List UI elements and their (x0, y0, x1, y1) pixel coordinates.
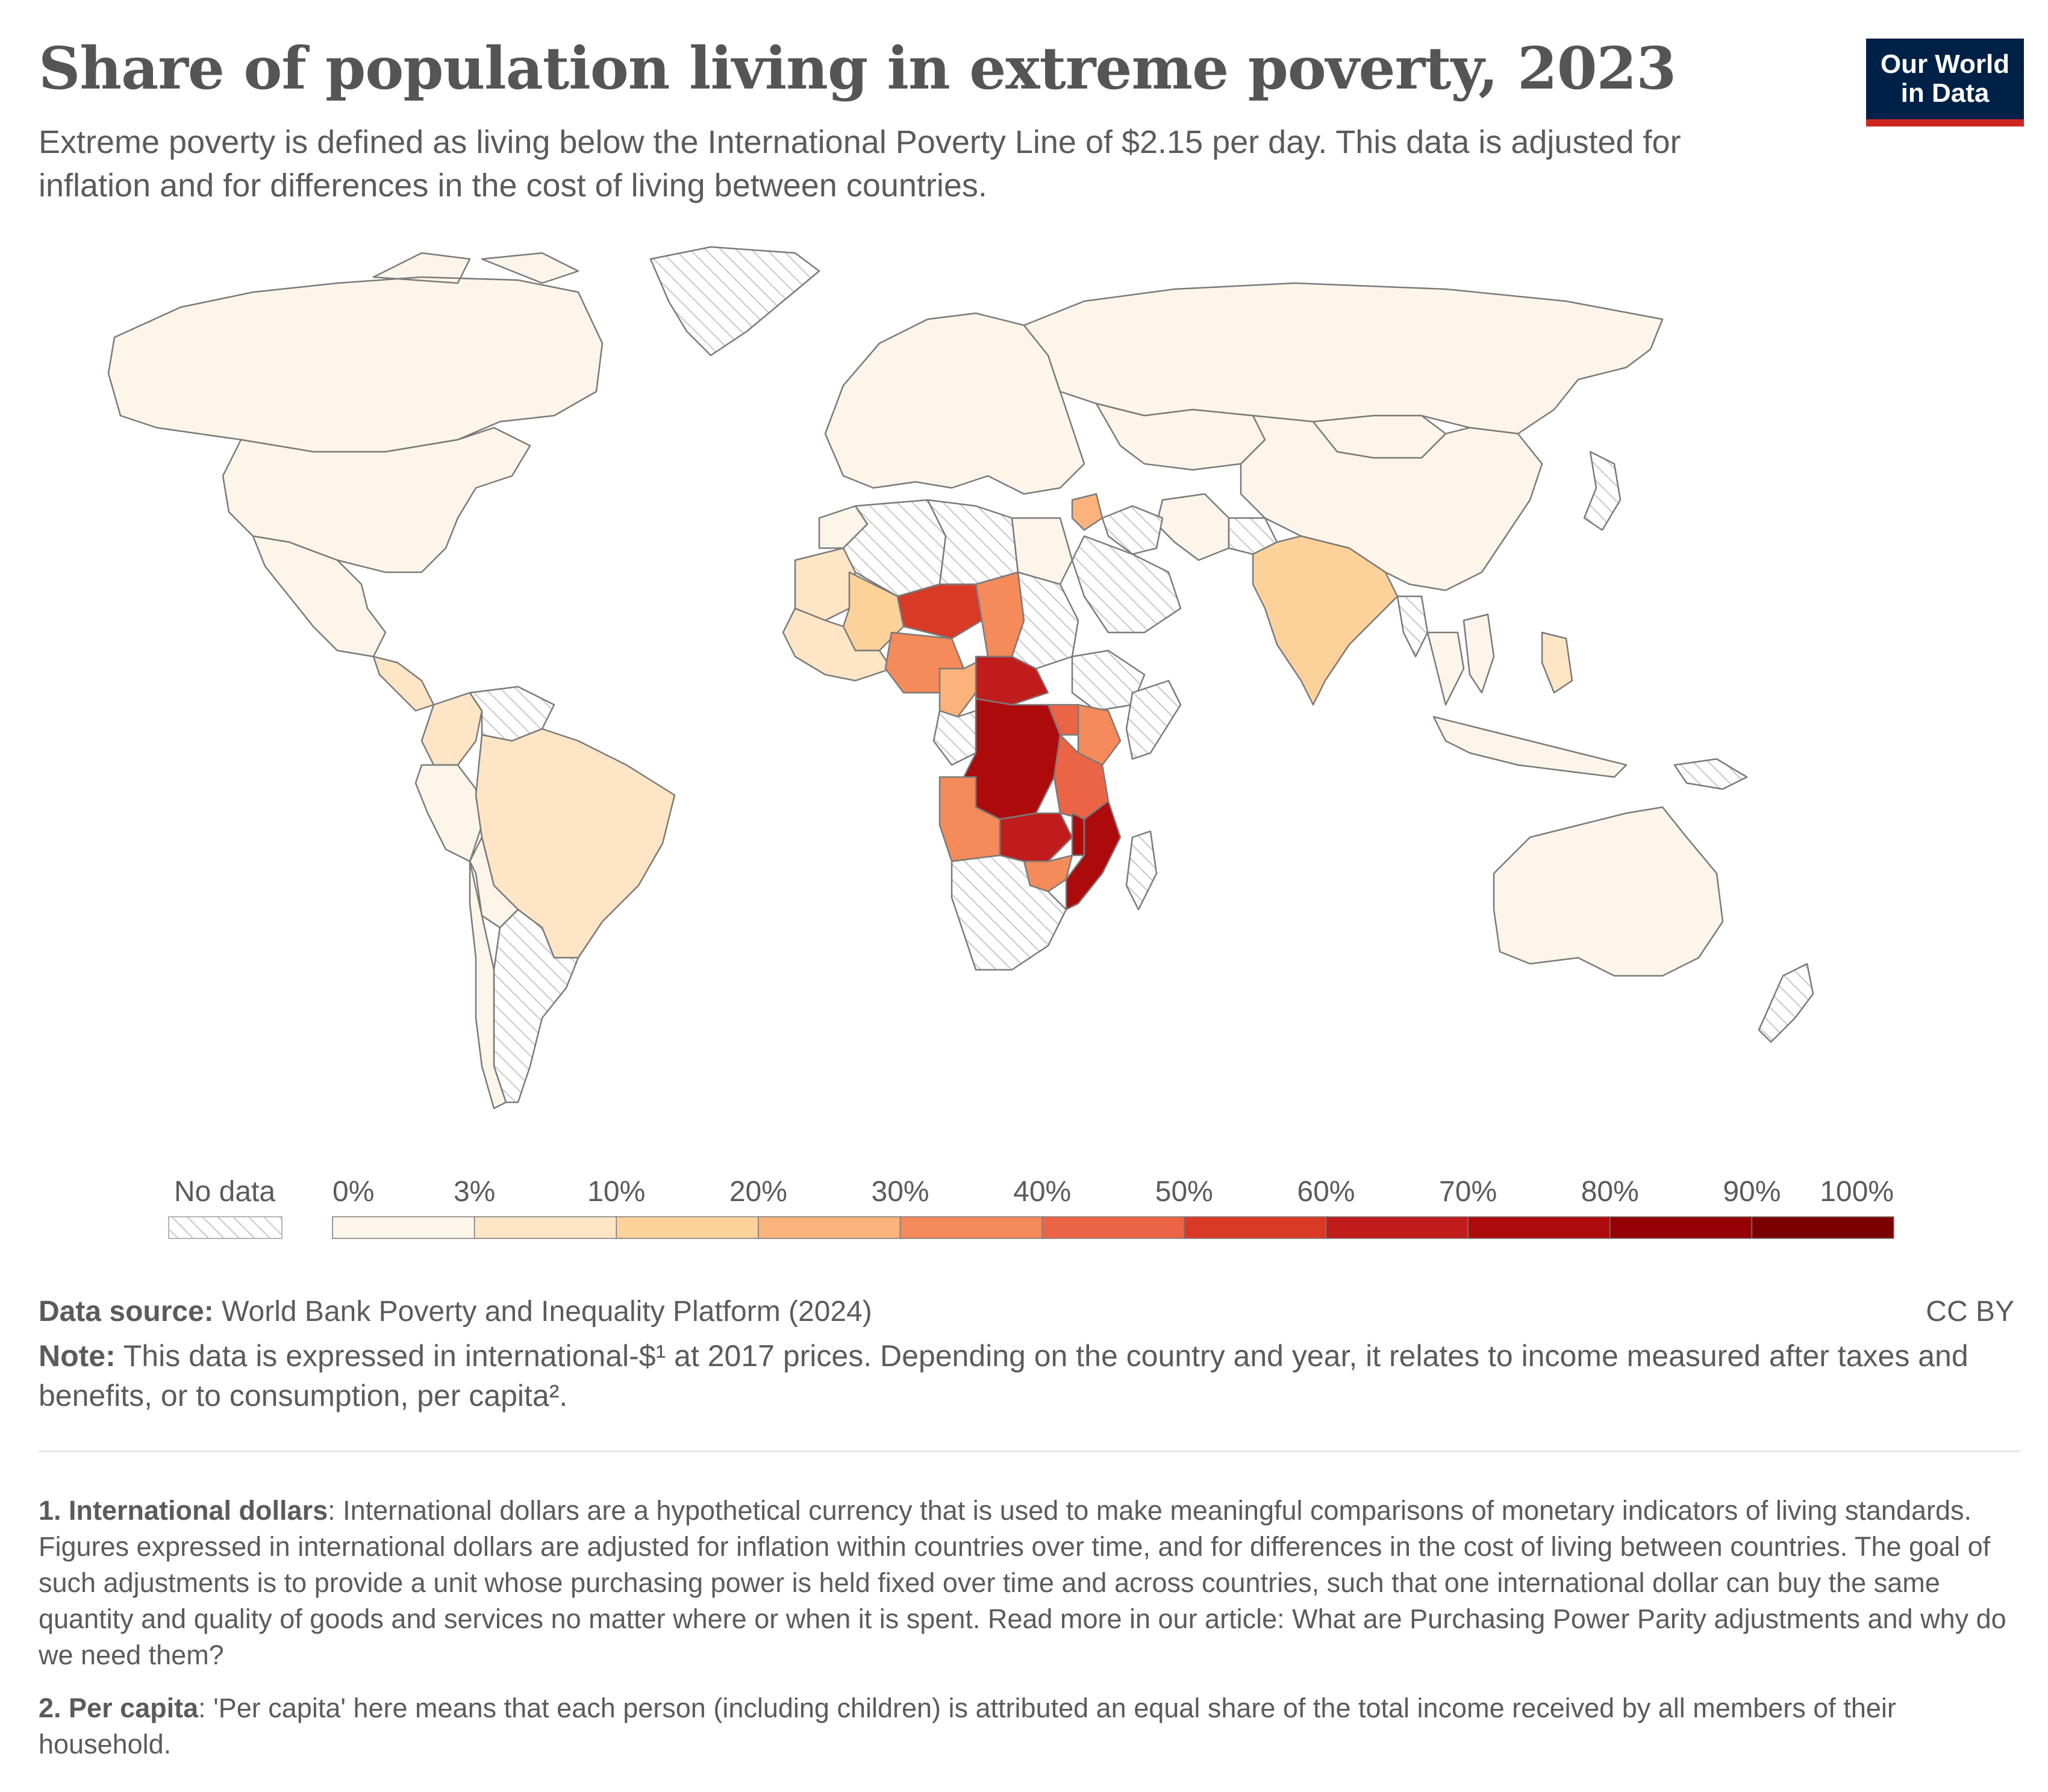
legend-bin-6[interactable] (1184, 1216, 1327, 1239)
region-united-states[interactable] (222, 426, 531, 573)
region-new-zealand[interactable] (1758, 963, 1814, 1043)
footnote-1-text: : International dollars are a hypothetic… (39, 1495, 2006, 1670)
region-malawi[interactable] (1071, 812, 1085, 857)
region-zambia[interactable] (999, 812, 1073, 863)
footnote-2-text: : 'Per capita' here means that each pers… (39, 1693, 1896, 1759)
legend-tick-label: 40% (1013, 1176, 1071, 1208)
map-regions (107, 246, 1814, 1110)
chart-title: Share of population living in extreme po… (39, 34, 1676, 102)
logo-line-2: in Data (1900, 78, 1990, 108)
legend-tick-label: 10% (587, 1176, 645, 1208)
logo-line-1: Our World (1880, 49, 2010, 79)
legend-bin-4[interactable] (899, 1216, 1043, 1239)
data-source: Data source: World Bank Poverty and Ineq… (39, 1295, 872, 1328)
region-india[interactable] (1252, 535, 1399, 706)
legend-bin-9[interactable] (1609, 1216, 1753, 1239)
region-mozambique[interactable] (1065, 800, 1122, 911)
region-dr-congo[interactable] (963, 698, 1061, 820)
legend-bin-0[interactable] (332, 1216, 475, 1239)
region-greenland[interactable] (649, 246, 820, 357)
region-australia[interactable] (1493, 806, 1724, 977)
owid-logo[interactable]: Our World in Data (1866, 39, 2024, 126)
legend-bins (332, 1216, 1894, 1239)
note-label: Note: (39, 1339, 116, 1373)
footnote-1: 1. International dollars: International … (39, 1493, 2014, 1673)
region-iraq[interactable] (1101, 505, 1164, 555)
legend: No data 0% 3% 10% 20% 30% 40% 50% 60% 70% 80% 90% 1… (168, 1176, 1894, 1239)
legend-bin-3[interactable] (758, 1216, 901, 1239)
legend-bin-2[interactable] (616, 1216, 759, 1239)
legend-no-data-swatch[interactable] (168, 1216, 283, 1239)
region-canada[interactable] (107, 252, 604, 453)
region-peru[interactable] (414, 764, 483, 863)
legend-tick-label: 0% (332, 1176, 374, 1208)
legend-bin-8[interactable] (1467, 1216, 1611, 1239)
source-text[interactable]: World Bank Poverty and Inequality Platfo… (222, 1296, 872, 1328)
region-iran[interactable] (1155, 493, 1230, 561)
region-myanmar[interactable] (1396, 595, 1429, 658)
legend-no-data-label: No data (174, 1176, 275, 1208)
legend-tick-label: 100% (1820, 1176, 1894, 1208)
region-mauritania[interactable] (794, 547, 857, 622)
region-thailand[interactable] (1426, 631, 1465, 706)
region-philippines[interactable] (1541, 631, 1573, 694)
legend-bin-5[interactable] (1041, 1216, 1185, 1239)
legend-tick-label: 90% (1723, 1176, 1781, 1208)
chart-subtitle: Extreme poverty is defined as living bel… (39, 124, 1681, 204)
region-japan[interactable] (1583, 451, 1622, 531)
region-saudi-arabia[interactable] (1071, 535, 1182, 634)
region-mexico[interactable] (252, 535, 387, 658)
legend-bin-7[interactable] (1325, 1216, 1469, 1239)
legend-tick-label: 60% (1297, 1176, 1355, 1208)
region-chile[interactable] (469, 860, 507, 1110)
region-europe[interactable] (824, 312, 1085, 495)
footnote-1-label: 1. International dollars (39, 1495, 328, 1526)
region-central-america[interactable] (372, 655, 435, 712)
legend-ticks: 0% 3% 10% 20% 30% 40% 50% 60% 70% 80% 90% 100% (332, 1176, 1894, 1208)
region-mongolia[interactable] (1312, 414, 1447, 459)
region-madagascar[interactable] (1125, 830, 1158, 911)
region-kazakhstan[interactable] (1095, 402, 1266, 471)
footnote-2-label: 2. Per capita (39, 1693, 199, 1723)
legend-tick-label: 3% (454, 1176, 495, 1208)
legend-bin-10[interactable] (1751, 1216, 1894, 1239)
legend-tick-label: 50% (1155, 1176, 1213, 1208)
world-map[interactable] (0, 235, 2048, 1138)
note: Note: This data is expressed in internat… (39, 1336, 2014, 1416)
source-label: Data source: (39, 1296, 214, 1328)
footnote-2: 2. Per capita: 'Per capita' here means t… (39, 1690, 2014, 1762)
region-namibia-botswana-south-africa[interactable] (951, 854, 1067, 971)
region-sudan[interactable] (1011, 571, 1079, 670)
legend-tick-label: 80% (1581, 1176, 1639, 1208)
legend-bin-1[interactable] (473, 1216, 617, 1239)
note-text: This data is expressed in international-… (39, 1339, 1968, 1413)
legend-tick-label: 20% (729, 1176, 787, 1208)
region-gabon-congo[interactable] (932, 710, 977, 766)
legend-tick-label: 30% (872, 1176, 929, 1208)
legend-tick-label: 70% (1439, 1176, 1497, 1208)
license[interactable]: CC BY (1926, 1296, 2014, 1328)
region-vietnam[interactable] (1463, 613, 1495, 694)
divider (39, 1450, 2020, 1452)
region-papua-new-guinea[interactable] (1673, 758, 1748, 790)
region-indonesia[interactable] (1432, 716, 1628, 778)
region-syria[interactable] (1071, 493, 1104, 531)
region-somalia[interactable] (1125, 679, 1182, 760)
region-niger[interactable] (896, 583, 983, 640)
